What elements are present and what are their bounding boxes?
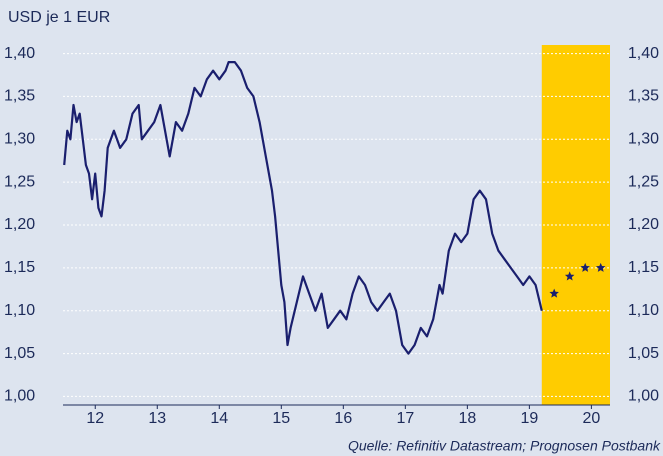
chart-title: USD je 1 EUR <box>8 9 110 26</box>
exchange-rate-line <box>63 61 543 355</box>
y-tick-label: 1,30 <box>4 131 35 148</box>
y-tick-label-right: 1,40 <box>628 45 659 62</box>
y-tick-label-right: 1,25 <box>628 173 659 190</box>
x-tick-label: 19 <box>520 410 538 427</box>
x-tick-label: 12 <box>86 410 104 427</box>
y-tick-label-right: 1,10 <box>628 302 659 319</box>
y-tick-label: 1,10 <box>4 302 35 319</box>
y-tick-label: 1,40 <box>4 45 35 62</box>
x-tick-label: 14 <box>210 410 228 427</box>
x-tick-label: 13 <box>148 410 166 427</box>
forecast-star <box>549 288 559 298</box>
y-tick-label: 1,05 <box>4 345 35 362</box>
x-tick-label: 18 <box>458 410 476 427</box>
x-tick-label: 20 <box>582 410 600 427</box>
x-tick-label: 15 <box>272 410 290 427</box>
x-tick-label: 17 <box>396 410 414 427</box>
forecast-star <box>564 271 575 281</box>
y-tick-label-right: 1,20 <box>628 216 659 233</box>
y-tick-label: 1,00 <box>4 388 35 405</box>
y-tick-label: 1,15 <box>4 259 35 276</box>
y-tick-label: 1,20 <box>4 216 35 233</box>
y-tick-label: 1,25 <box>4 173 35 190</box>
y-tick-label-right: 1,30 <box>628 131 659 148</box>
y-tick-label: 1,35 <box>4 88 35 105</box>
forecast-star <box>595 262 606 272</box>
y-tick-label-right: 1,15 <box>628 259 659 276</box>
forecast-star <box>580 262 590 272</box>
y-tick-label-right: 1,00 <box>628 388 659 405</box>
x-tick-label: 16 <box>334 410 352 427</box>
y-tick-label-right: 1,35 <box>628 88 659 105</box>
source: Quelle: Refinitiv Datastream; Prognosen … <box>348 438 661 454</box>
y-tick-label-right: 1,05 <box>628 345 659 362</box>
